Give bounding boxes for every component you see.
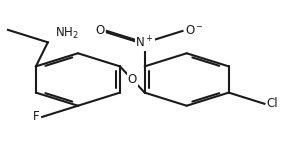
Text: O: O	[128, 73, 137, 86]
Text: Cl: Cl	[267, 97, 278, 110]
Text: N$^+$: N$^+$	[136, 35, 154, 50]
Text: O: O	[95, 24, 105, 38]
Text: F: F	[33, 110, 40, 123]
Text: O$^-$: O$^-$	[185, 24, 204, 38]
Text: NH$_2$: NH$_2$	[55, 26, 79, 41]
